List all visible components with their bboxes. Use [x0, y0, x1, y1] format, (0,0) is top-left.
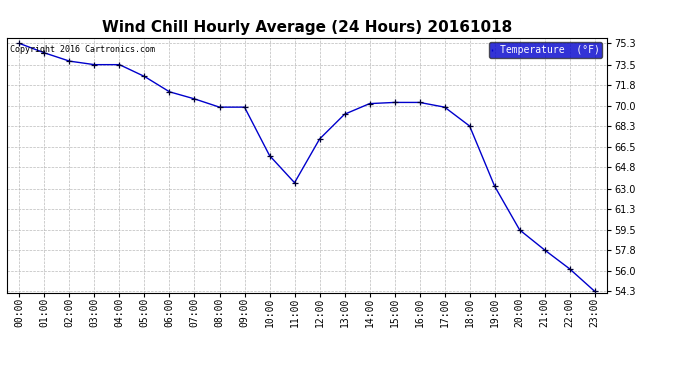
Title: Wind Chill Hourly Average (24 Hours) 20161018: Wind Chill Hourly Average (24 Hours) 201… — [102, 20, 512, 35]
Legend: Temperature  (°F): Temperature (°F) — [489, 42, 602, 58]
Text: Copyright 2016 Cartronics.com: Copyright 2016 Cartronics.com — [10, 45, 155, 54]
